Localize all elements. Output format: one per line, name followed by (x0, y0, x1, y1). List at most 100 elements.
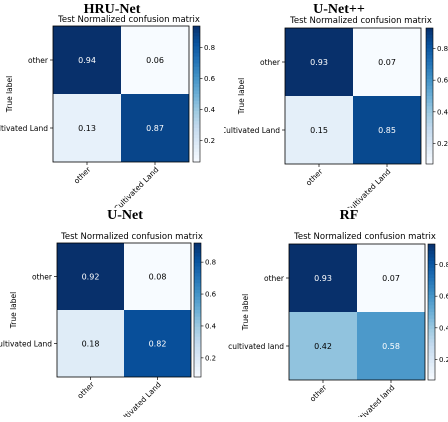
colorbar-segment (194, 249, 201, 254)
colorbar-segment (428, 298, 435, 303)
colorbar-segment (193, 114, 200, 119)
y-tick-label: other (264, 274, 285, 283)
colorbar-segment (428, 278, 435, 282)
colorbar-segment (193, 138, 200, 143)
colorbar-segment (426, 153, 433, 158)
colorbar-tick-label: 0.2 (204, 137, 215, 145)
cell-value: 0.87 (146, 124, 164, 133)
colorbar-segment (428, 301, 435, 306)
colorbar-segment (194, 323, 201, 328)
colorbar-tick-label: 0.6 (439, 293, 448, 301)
colorbar-segment (426, 34, 433, 39)
y-axis-label: True label (5, 76, 14, 113)
matrix-cell (53, 94, 121, 162)
cell-value: 0.15 (310, 126, 328, 135)
colorbar-segment (426, 123, 433, 128)
colorbar-segment (426, 65, 433, 70)
matrix-frame (284, 27, 422, 165)
colorbar-segment (426, 136, 433, 141)
colorbar-segment (428, 247, 435, 252)
cell-value: 0.85 (378, 126, 396, 135)
colorbar-segment (426, 96, 433, 100)
colorbar-segment (428, 363, 435, 367)
colorbar-segment (193, 53, 200, 58)
colorbar-segment (193, 87, 200, 92)
unet-panel: U-Net Test Normalized confusion matrix 0.… (0, 208, 224, 422)
colorbar-segment (193, 46, 200, 51)
colorbar-segment (193, 63, 200, 68)
colorbar-segment (428, 291, 435, 296)
colorbar-segment (193, 111, 200, 115)
colorbar-segment (426, 31, 433, 36)
colorbar-segment (426, 68, 433, 73)
colorbar-segment (426, 113, 433, 117)
matrix-frame (56, 242, 192, 378)
cell-value: 0.58 (382, 342, 400, 351)
colorbar-segment (193, 155, 200, 160)
colorbar-segment (426, 55, 433, 60)
colorbar-segment (194, 330, 201, 335)
colorbar-segment (426, 143, 433, 148)
colorbar-segment (426, 38, 433, 43)
colorbar-segment (426, 102, 433, 107)
colorbar-segment (428, 267, 435, 272)
matrix-cell (53, 26, 121, 94)
colorbar-segment (426, 72, 433, 77)
colorbar-segment (194, 363, 201, 368)
colorbar-segment (194, 310, 201, 314)
colorbar-segment (426, 160, 433, 165)
colorbar-segment (194, 336, 201, 341)
x-tick-label: other (308, 382, 329, 403)
colorbar-segment (428, 284, 435, 289)
colorbar-segment (428, 254, 435, 259)
colorbar-segment (194, 296, 201, 301)
colorbar-segment (426, 150, 433, 155)
colorbar-segment (426, 51, 433, 56)
colorbar-segment (193, 32, 200, 37)
colorbar-segment (428, 308, 435, 313)
colorbar-segment (426, 109, 433, 114)
colorbar-segment (428, 352, 435, 357)
colorbar-segment (428, 295, 435, 299)
colorbar-frame (192, 25, 201, 163)
colorbar-frame (425, 27, 434, 165)
cell-value: 0.93 (314, 274, 332, 283)
colorbar-segment (193, 94, 200, 98)
colorbar-tick-label: 0.6 (437, 77, 448, 85)
colorbar-segment (193, 131, 200, 136)
colorbar-segment (194, 286, 201, 291)
colorbar-segment (194, 279, 201, 284)
matrix-title: Test Normalized confusion matrix (60, 232, 203, 242)
colorbar-segment (428, 315, 435, 320)
matrix-cell (285, 28, 353, 96)
colorbar-segment (428, 288, 435, 293)
colorbar-segment (426, 119, 433, 124)
colorbar-segment (193, 66, 200, 71)
matrix-cell (357, 312, 425, 380)
x-tick-label: other (304, 166, 325, 187)
colorbar-segment (193, 117, 200, 122)
colorbar-segment (194, 259, 201, 264)
confusion-matrix-chart: Test Normalized confusion matrix 0.94 0.06… (0, 15, 216, 218)
colorbar-segment (426, 126, 433, 131)
colorbar-segment (194, 346, 201, 351)
colorbar-segment (426, 85, 433, 90)
colorbar-segment (428, 332, 435, 337)
colorbar-segment (426, 45, 433, 49)
colorbar-segment (428, 369, 435, 374)
colorbar-tick-label: 0.6 (205, 291, 217, 299)
colorbar-segment (194, 353, 201, 358)
colorbar-segment (193, 26, 200, 30)
matrix-cell (285, 96, 353, 164)
colorbar-segment (428, 257, 435, 262)
model-title: HRU-Net (83, 2, 141, 17)
colorbar-segment (193, 39, 200, 44)
colorbar-tick-label: 0.4 (437, 108, 448, 116)
colorbar-segment (194, 313, 201, 318)
colorbar-segment (193, 56, 200, 61)
colorbar-segment (194, 256, 201, 261)
matrix-cell (57, 310, 124, 377)
colorbar-segment (428, 322, 435, 327)
colorbar-segment (193, 97, 200, 102)
cell-value: 0.18 (82, 340, 100, 349)
